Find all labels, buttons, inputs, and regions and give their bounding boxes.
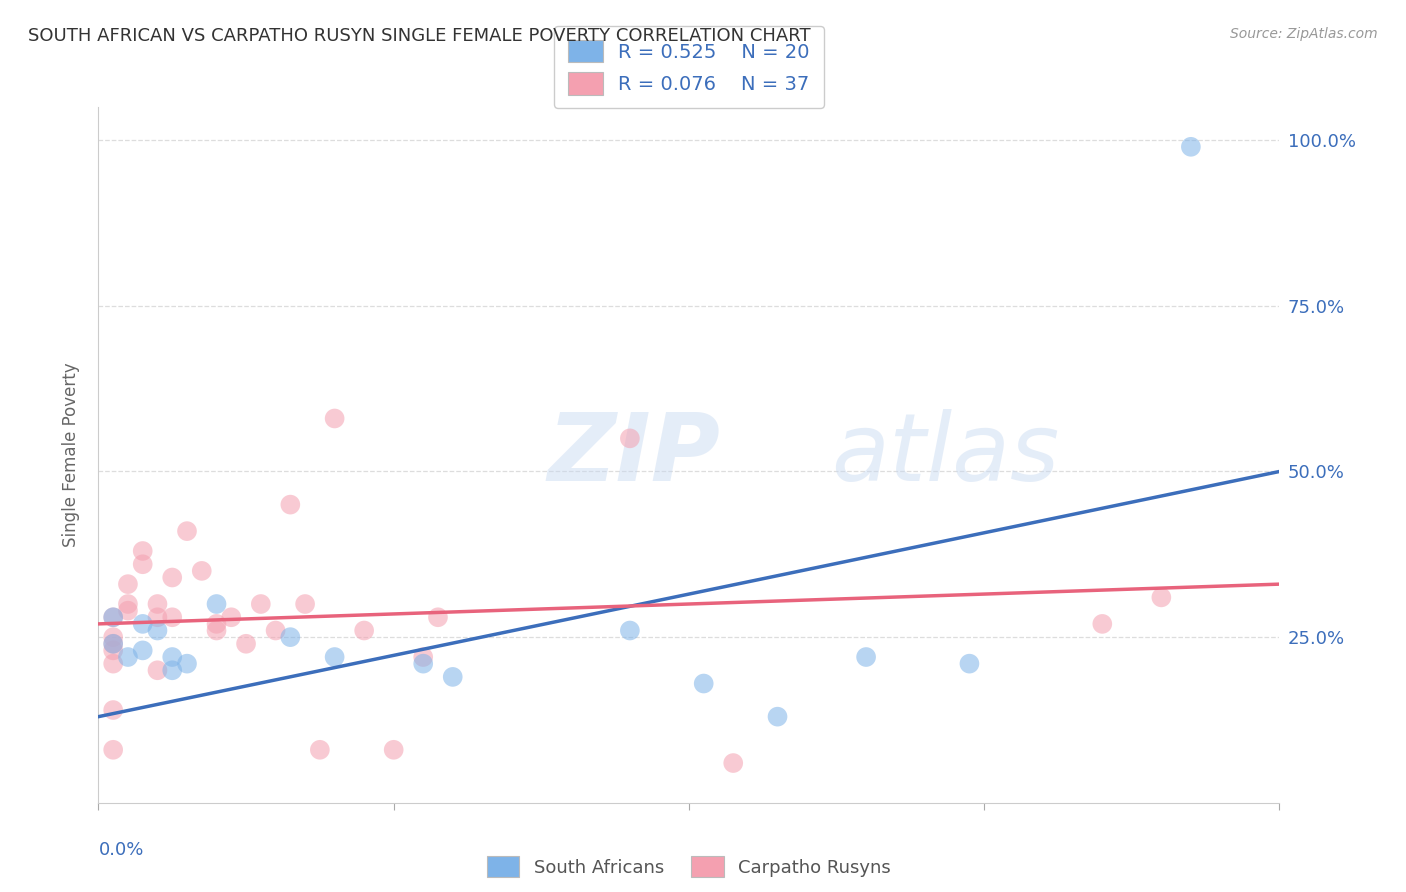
Point	[117, 650, 139, 665]
Point	[250, 597, 273, 611]
Text: atlas: atlas	[831, 409, 1059, 500]
Point	[103, 610, 125, 624]
Point	[191, 564, 214, 578]
Point	[412, 650, 434, 665]
Point	[308, 743, 332, 757]
Point	[278, 630, 302, 644]
Point	[162, 570, 183, 584]
Text: ZIP: ZIP	[547, 409, 720, 501]
Point	[219, 610, 242, 624]
Point	[323, 411, 346, 425]
Point	[382, 743, 405, 757]
Point	[146, 597, 169, 611]
Point	[426, 610, 449, 624]
Point	[103, 637, 125, 651]
Point	[1180, 140, 1202, 154]
Point	[117, 597, 139, 611]
Point	[619, 624, 641, 638]
Text: 0.0%: 0.0%	[98, 841, 143, 859]
Point	[957, 657, 980, 671]
Point	[441, 670, 464, 684]
Point	[103, 610, 125, 624]
Point	[103, 657, 125, 671]
Point	[721, 756, 744, 770]
Point	[103, 630, 125, 644]
Point	[278, 498, 302, 512]
Point	[693, 676, 716, 690]
Point	[132, 558, 155, 572]
Point	[132, 616, 155, 631]
Point	[294, 597, 316, 611]
Text: Source: ZipAtlas.com: Source: ZipAtlas.com	[1230, 27, 1378, 41]
Point	[162, 650, 183, 665]
Point	[353, 624, 375, 638]
Point	[117, 577, 139, 591]
Point	[766, 709, 789, 723]
Point	[176, 657, 198, 671]
Point	[103, 643, 125, 657]
Point	[132, 643, 155, 657]
Point	[205, 624, 228, 638]
Point	[103, 703, 125, 717]
Point	[146, 663, 169, 677]
Point	[1150, 591, 1173, 605]
Point	[146, 610, 169, 624]
Legend: South Africans, Carpatho Rusyns: South Africans, Carpatho Rusyns	[479, 849, 898, 884]
Point	[1091, 616, 1114, 631]
Text: SOUTH AFRICAN VS CARPATHO RUSYN SINGLE FEMALE POVERTY CORRELATION CHART: SOUTH AFRICAN VS CARPATHO RUSYN SINGLE F…	[28, 27, 811, 45]
Point	[132, 544, 155, 558]
Point	[117, 604, 139, 618]
Point	[205, 616, 228, 631]
Point	[162, 663, 183, 677]
Point	[412, 657, 434, 671]
Point	[146, 624, 169, 638]
Point	[176, 524, 198, 538]
Point	[205, 597, 228, 611]
Y-axis label: Single Female Poverty: Single Female Poverty	[62, 363, 80, 547]
Point	[235, 637, 257, 651]
Point	[264, 624, 287, 638]
Point	[103, 637, 125, 651]
Point	[323, 650, 346, 665]
Point	[619, 431, 641, 445]
Point	[103, 743, 125, 757]
Point	[855, 650, 877, 665]
Point	[162, 610, 183, 624]
